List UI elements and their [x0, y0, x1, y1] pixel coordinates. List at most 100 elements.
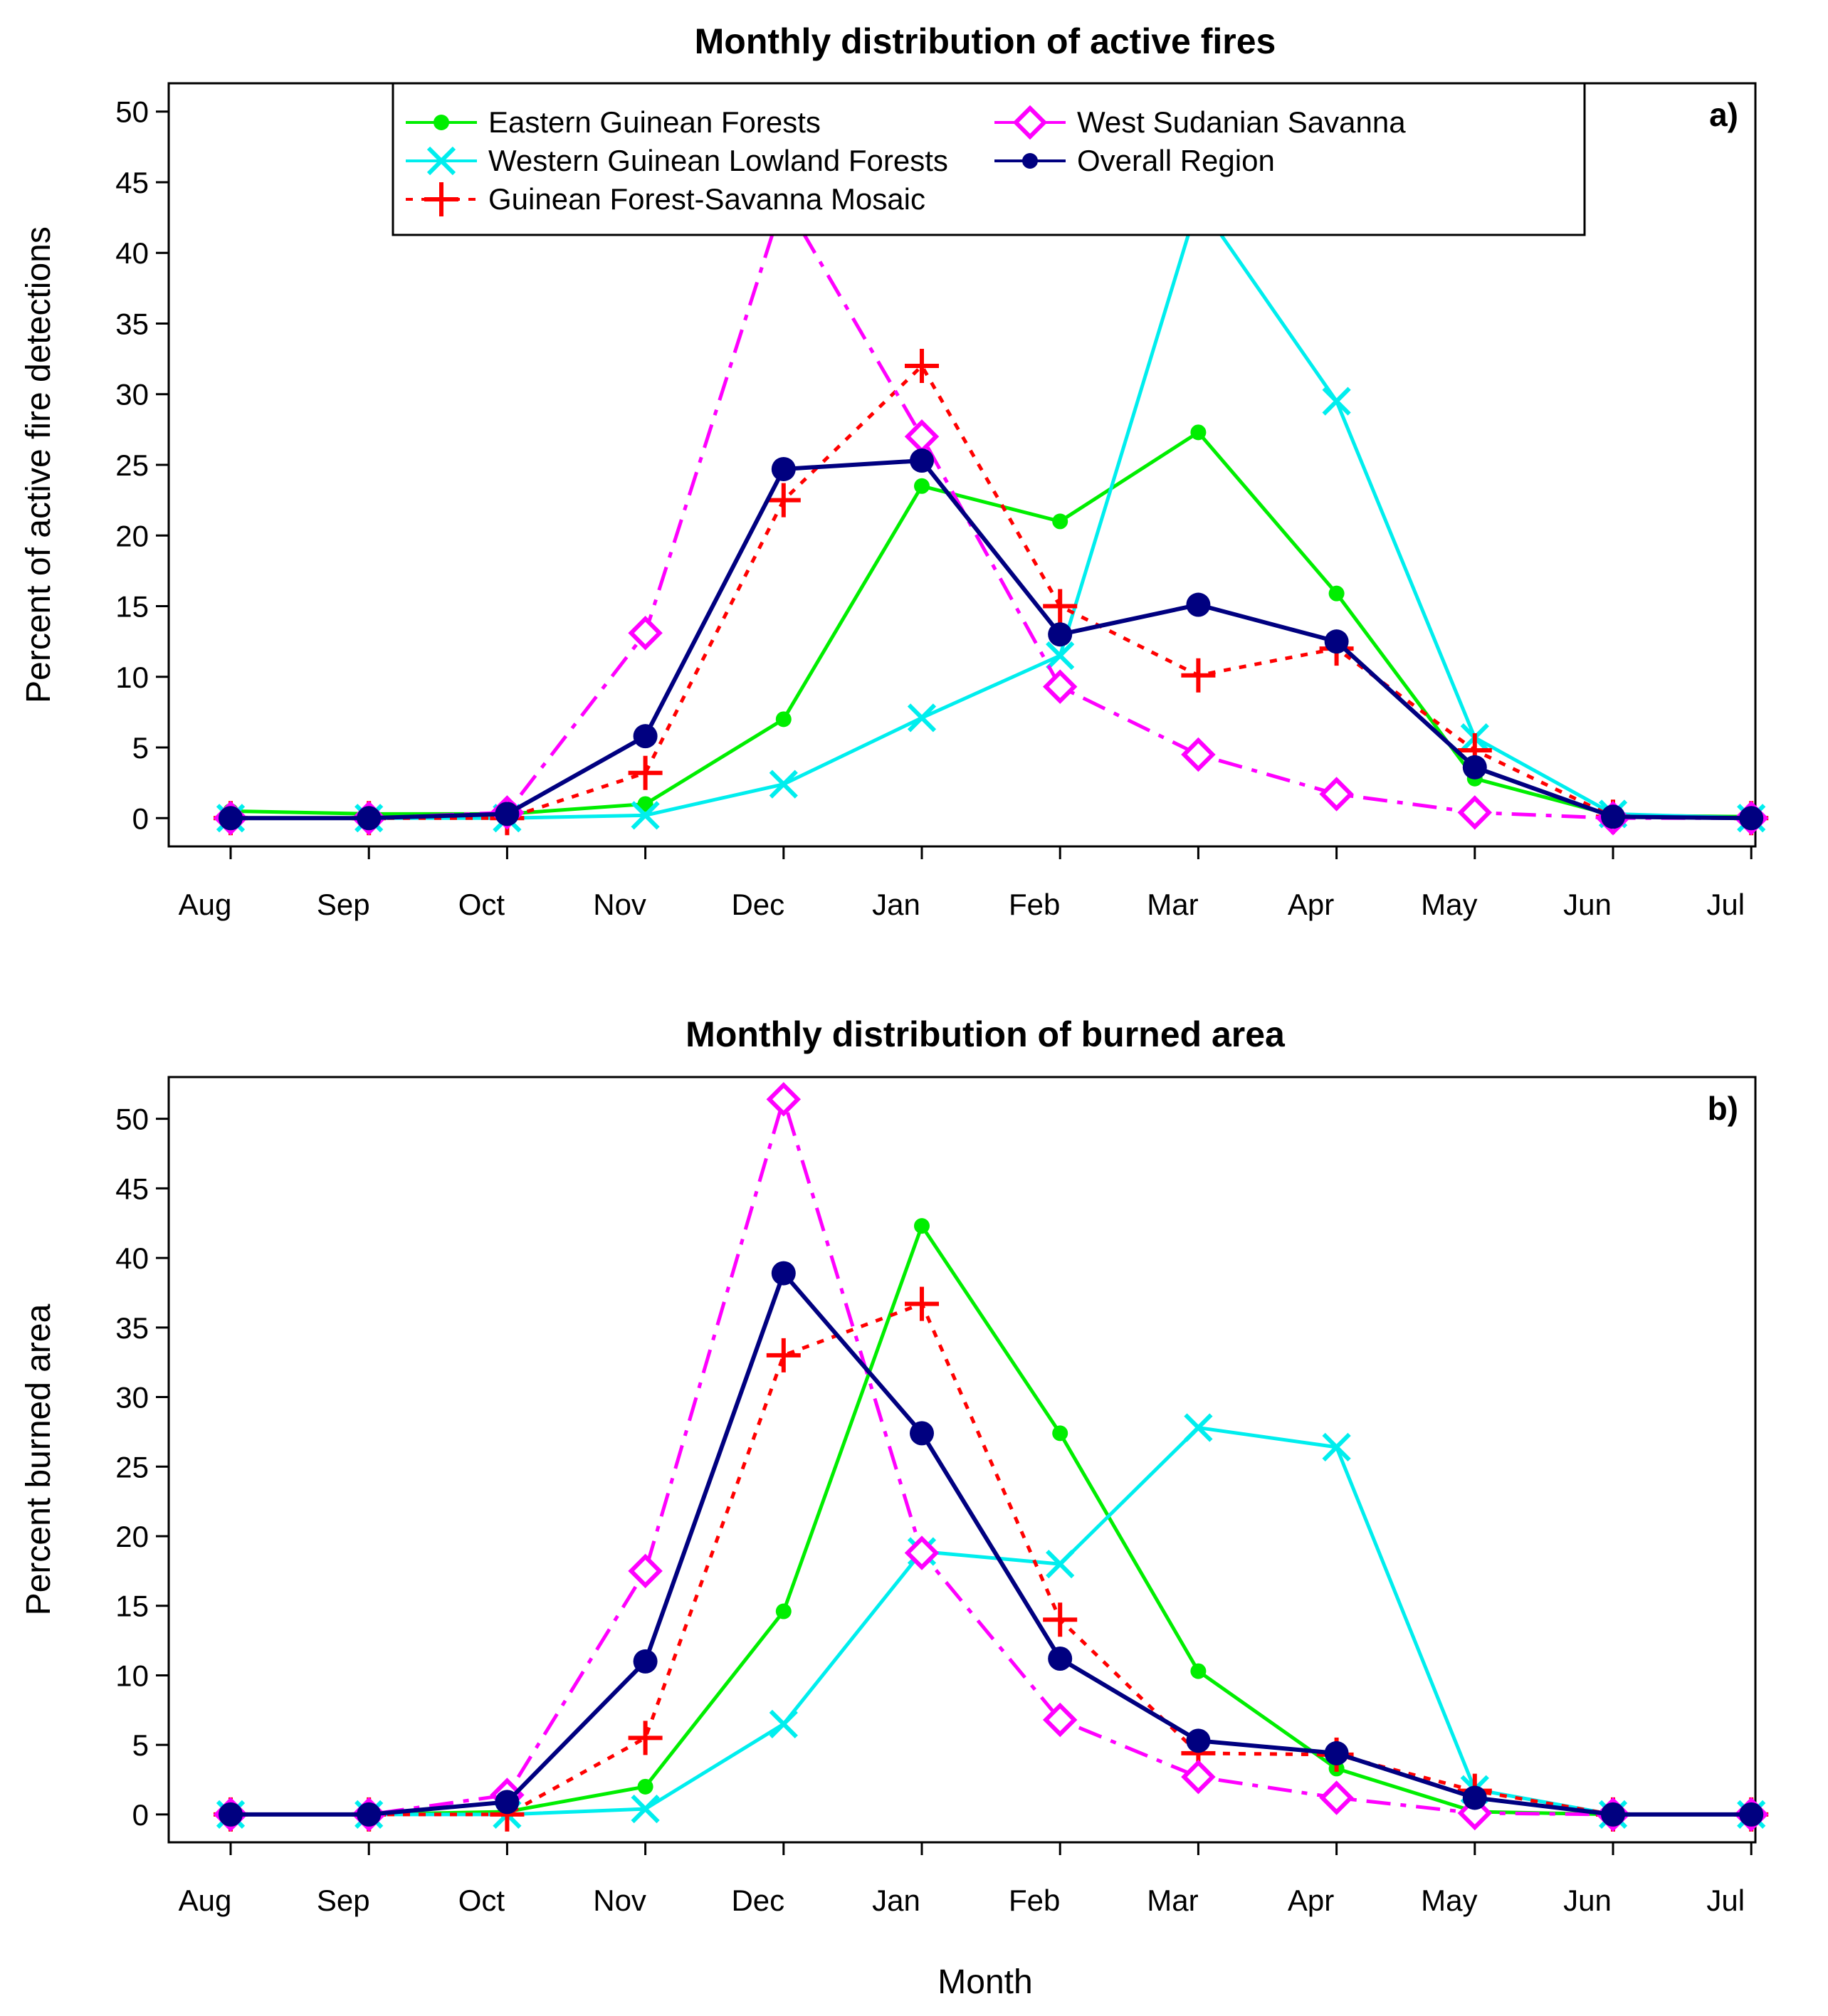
chart-title: Monthly distribution of active fires: [695, 21, 1276, 61]
data-point-overall: [219, 1802, 243, 1827]
series-line-sudanian: [231, 1097, 1752, 1817]
series-line-western: [231, 200, 1752, 820]
y-tick-label: 40: [115, 1241, 149, 1275]
series-sudanian: [213, 182, 1769, 836]
y-tick-label: 40: [115, 236, 149, 270]
data-point-overall: [1462, 755, 1487, 779]
y-tick-label: 0: [132, 1798, 149, 1832]
x-tick-label: Dec: [731, 1884, 784, 1917]
x-tick-label: Jul: [1706, 1884, 1745, 1917]
data-point-sudanian: [1319, 1780, 1354, 1815]
series-western: [216, 187, 1766, 833]
data-point-western: [1046, 641, 1075, 671]
legend-marker: [426, 146, 456, 176]
data-point-eastern: [775, 711, 792, 728]
series-overall: [219, 1261, 1764, 1827]
data-point-overall: [1048, 1647, 1073, 1671]
data-point-mosaic: [766, 1338, 801, 1372]
data-point-overall: [910, 1421, 934, 1446]
data-point-eastern: [1052, 513, 1068, 530]
series-overall: [219, 448, 1764, 831]
data-point-overall: [633, 1649, 658, 1674]
data-point-overall: [771, 1261, 796, 1286]
data-point-overall: [1601, 1802, 1625, 1827]
data-point-overall: [1324, 1741, 1349, 1765]
x-tick-label: Oct: [458, 888, 505, 921]
legend-item-eastern: Eastern Guinean Forests: [406, 105, 821, 139]
chart-panel-a: Monthly distribution of active fires 0 5 10…: [20, 21, 1769, 921]
x-tick-label: Jan: [872, 1884, 920, 1917]
data-point-western: [1322, 1432, 1351, 1462]
legend-label: Guinean Forest-Savanna Mosaic: [488, 182, 925, 216]
data-point-eastern: [637, 796, 653, 812]
series-eastern: [223, 424, 1760, 825]
data-point-western: [1184, 1413, 1213, 1442]
data-point-mosaic: [628, 1721, 663, 1755]
y-tick-label: 35: [115, 1311, 149, 1345]
data-point-sudanian: [1042, 1702, 1078, 1738]
y-tick-label: 50: [115, 95, 149, 129]
legend-label: Eastern Guinean Forests: [488, 105, 821, 139]
data-point-mosaic: [1043, 1602, 1078, 1637]
x-axis-title: Month: [937, 1963, 1032, 2001]
data-point-western: [769, 770, 798, 799]
panel-label: b): [1708, 1090, 1738, 1127]
data-point-overall: [1186, 1728, 1211, 1753]
data-point-overall: [633, 724, 658, 749]
y-tick-label: 25: [115, 1450, 149, 1484]
legend-label: Western Guinean Lowland Forests: [488, 144, 948, 177]
x-tick-label: Dec: [731, 888, 784, 921]
y-tick-label: 30: [115, 378, 149, 411]
legend-item-sudanian: West Sudanian Savanna: [994, 105, 1406, 140]
data-point-sudanian: [1181, 1759, 1216, 1795]
panel-label: a): [1709, 96, 1738, 133]
y-tick-label: 5: [132, 1728, 149, 1762]
data-point-overall: [1048, 622, 1073, 647]
series-eastern: [223, 1218, 1760, 1822]
data-point-sudanian: [904, 1535, 940, 1570]
data-point-overall: [1324, 629, 1349, 654]
x-tick-label: Feb: [1009, 1884, 1060, 1917]
legend-marker: [1012, 105, 1048, 140]
data-point-western: [631, 1794, 660, 1824]
y-tick-label: 10: [115, 661, 149, 694]
legend-marker: [434, 115, 449, 130]
series-sudanian: [213, 1082, 1769, 1832]
data-point-overall: [771, 456, 796, 481]
data-point-overall: [910, 448, 934, 473]
data-point-eastern: [914, 1218, 930, 1234]
x-tick-label: Jul: [1706, 888, 1745, 921]
y-axis-title: Percent of active fire detections: [20, 226, 58, 703]
x-tick-label: Mar: [1147, 1884, 1198, 1917]
y-tick-label: 25: [115, 448, 149, 482]
series-line-overall: [231, 1271, 1752, 1817]
y-tick-label: 45: [115, 1172, 149, 1205]
y-tick-label: 10: [115, 1659, 149, 1692]
data-point-sudanian: [1457, 1795, 1493, 1831]
x-tick-label: Apr: [1288, 888, 1334, 921]
legend-box: [392, 82, 1586, 236]
x-tick-label: Jun: [1563, 888, 1612, 921]
data-point-sudanian: [628, 1553, 663, 1589]
data-point-sudanian: [1319, 777, 1354, 812]
data-point-eastern: [775, 1603, 792, 1619]
y-axis-title: Percent burned area: [20, 1303, 58, 1615]
series-line-eastern: [230, 430, 1752, 819]
data-point-eastern: [1190, 424, 1207, 441]
data-point-western: [1322, 387, 1351, 416]
y-tick-label: 35: [115, 307, 149, 340]
y-tick-label: 30: [115, 1381, 149, 1414]
data-point-western: [1046, 1549, 1075, 1579]
x-tick-label: Sep: [317, 888, 370, 921]
data-point-western: [631, 801, 660, 830]
series-line-mosaic: [231, 1302, 1752, 1817]
y-tick-label: 0: [132, 802, 149, 835]
x-tick-label: May: [1421, 888, 1477, 921]
data-point-sudanian: [628, 615, 663, 651]
data-point-overall: [1601, 804, 1625, 829]
series-western: [216, 1413, 1766, 1829]
data-point-mosaic: [905, 349, 939, 384]
x-tick-label: Nov: [593, 1884, 646, 1917]
legend: Eastern Guinean Forests Western Guinean L…: [392, 82, 1586, 236]
legend-label: West Sudanian Savanna: [1077, 105, 1406, 139]
